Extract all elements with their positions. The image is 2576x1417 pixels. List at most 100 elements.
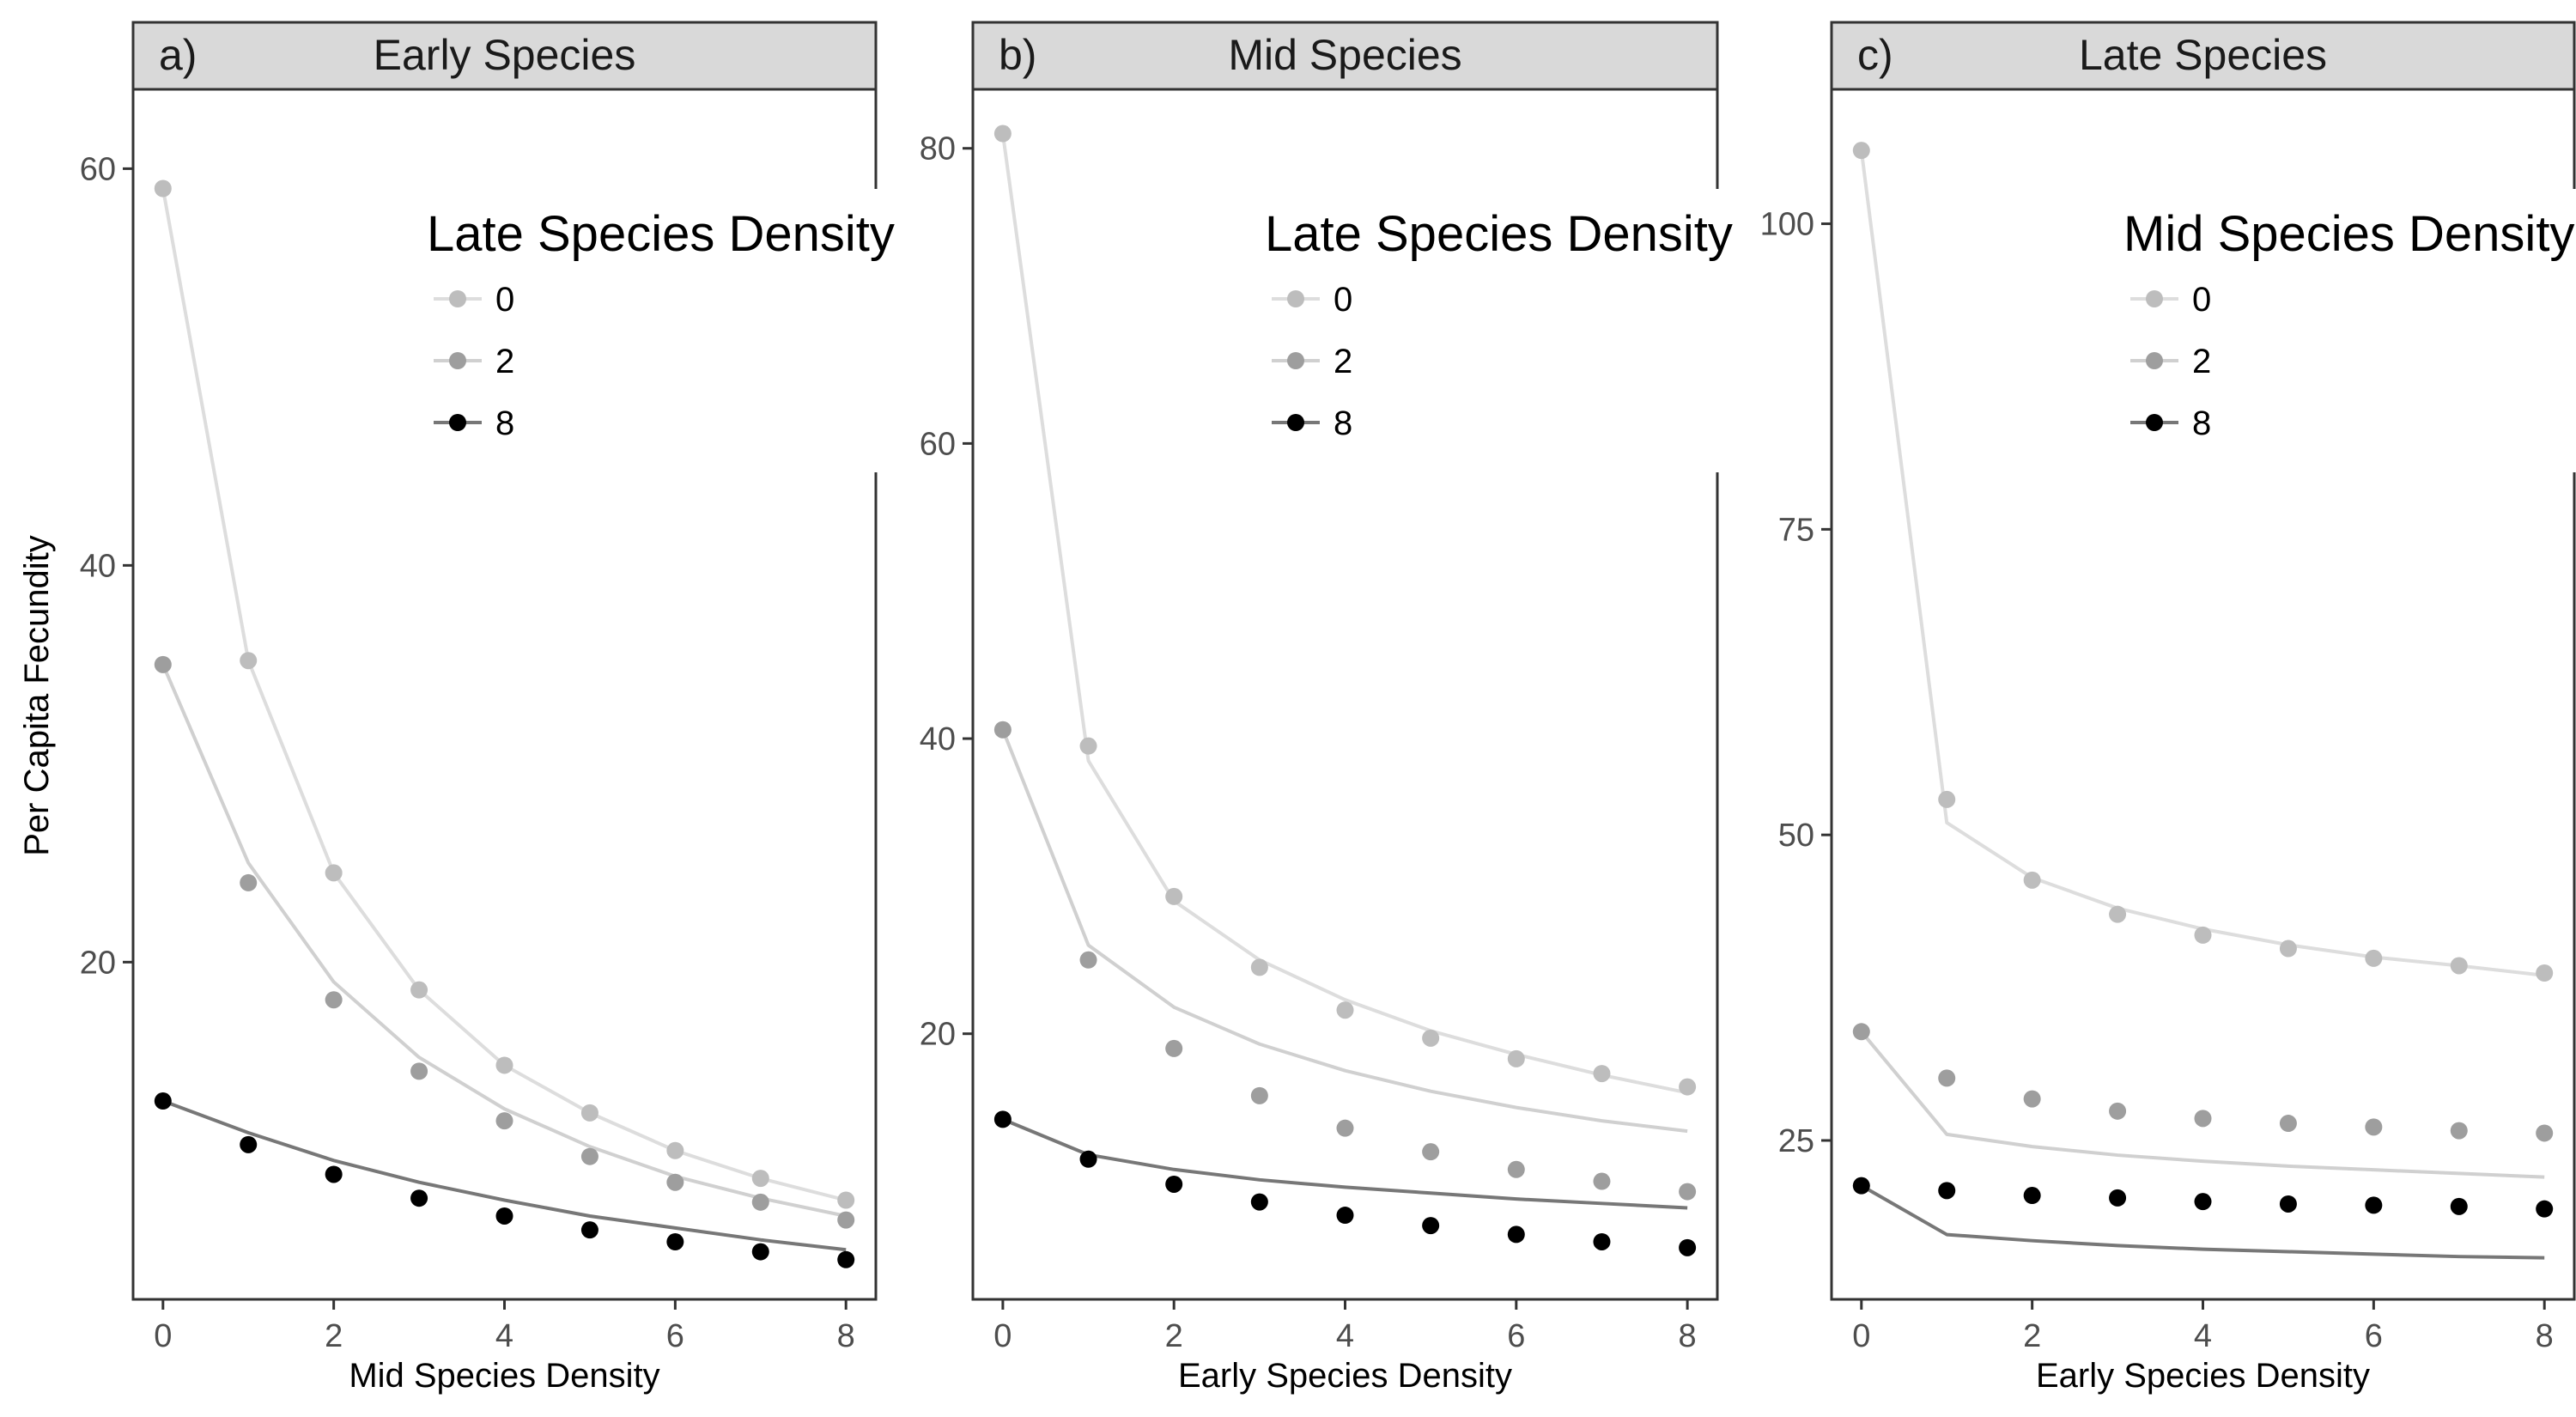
x-tick-label: 2	[1165, 1318, 1183, 1354]
data-point-series-0	[240, 652, 258, 670]
data-point-series-2	[2536, 1124, 2554, 1142]
data-point-series-0	[837, 1191, 855, 1209]
fit-line-series-0	[1000, 133, 1688, 1095]
legend-title: Late Species Density	[1265, 206, 1733, 262]
data-point-series-2	[2279, 1115, 2297, 1133]
data-point-series-8	[2109, 1189, 2127, 1207]
data-point-series-0	[1336, 1001, 1354, 1019]
x-tick-label: 8	[1679, 1318, 1697, 1354]
data-point-series-0	[1507, 1049, 1525, 1067]
fit-line-series-2	[1860, 1031, 2545, 1179]
x-tick-label: 0	[993, 1318, 1012, 1354]
panel-title: Mid Species	[1228, 31, 1461, 79]
legend-background	[2123, 189, 2576, 472]
data-point-series-8	[1852, 1177, 1870, 1195]
data-point-series-0	[580, 1104, 598, 1122]
legend-key-point	[449, 414, 466, 431]
data-point-series-0	[1250, 958, 1268, 976]
y-tick-label: 25	[1778, 1123, 1814, 1159]
data-point-series-0	[1079, 737, 1097, 755]
data-point-series-8	[580, 1221, 598, 1239]
legend-key-point	[1287, 414, 1304, 431]
data-point-series-0	[751, 1170, 769, 1188]
data-point-series-8	[1079, 1150, 1097, 1168]
data-point-series-0	[2194, 926, 2212, 944]
x-axis-title: Early Species Density	[2036, 1357, 2370, 1395]
legend-label: 8	[495, 404, 514, 442]
y-tick-label: 50	[1778, 818, 1814, 854]
legend-key-point	[449, 290, 466, 307]
y-tick-label: 20	[920, 1017, 956, 1053]
data-point-series-8	[1165, 1175, 1183, 1193]
data-point-series-2	[2450, 1122, 2468, 1140]
fit-line-series-2	[1001, 729, 1688, 1134]
data-point-series-2	[1422, 1143, 1440, 1161]
data-point-series-0	[1679, 1078, 1697, 1096]
legend: Late Species Density 0 2 8	[1265, 189, 1735, 472]
data-point-series-2	[666, 1173, 684, 1191]
data-point-series-0	[410, 981, 428, 999]
data-point-series-2	[993, 721, 1012, 739]
x-tick-label: 8	[2536, 1318, 2554, 1354]
data-point-series-8	[1679, 1238, 1697, 1256]
x-tick-label: 0	[1852, 1318, 1870, 1354]
data-point-series-0	[2279, 940, 2297, 958]
y-tick-label: 20	[80, 945, 116, 981]
data-point-series-8	[1938, 1182, 1956, 1200]
panel-title: Late Species	[2079, 31, 2327, 79]
x-axis-title: Mid Species Density	[349, 1357, 659, 1395]
data-point-series-0	[1593, 1065, 1611, 1083]
y-tick-label: 40	[80, 548, 116, 584]
x-tick-label: 2	[325, 1318, 343, 1354]
data-point-series-2	[325, 991, 343, 1009]
legend-label: 0	[1334, 281, 1352, 319]
legend-label: 2	[495, 343, 514, 380]
data-point-series-0	[666, 1141, 684, 1159]
legend-label: 8	[1334, 404, 1352, 442]
panel-tag: c)	[1857, 31, 1893, 79]
data-point-series-2	[410, 1062, 428, 1080]
x-tick-label: 0	[154, 1318, 172, 1354]
x-tick-label: 4	[2194, 1318, 2212, 1354]
data-point-series-8	[1507, 1225, 1525, 1244]
data-point-series-0	[2365, 949, 2383, 967]
legend-background	[427, 189, 893, 472]
data-point-series-8	[2365, 1196, 2383, 1214]
data-point-series-8	[154, 1092, 172, 1110]
data-point-series-2	[2365, 1118, 2383, 1136]
data-point-series-2	[2023, 1090, 2041, 1108]
fit-line-series-8	[1002, 1117, 1688, 1210]
legend: Mid Species Density 0 2 8	[2123, 189, 2576, 472]
x-tick-label: 6	[2365, 1318, 2383, 1354]
data-point-series-2	[2194, 1110, 2212, 1128]
x-tick-label: 4	[1336, 1318, 1354, 1354]
legend-label: 2	[1334, 343, 1352, 380]
legend-label: 8	[2192, 404, 2211, 442]
data-point-series-8	[1336, 1207, 1354, 1225]
data-point-series-8	[2450, 1197, 2468, 1215]
panel-3: c) Late Species 25 50 75 100 0 2 4 6 8 Early Specie…	[1760, 21, 2576, 1395]
data-point-series-0	[2023, 871, 2041, 889]
data-point-series-0	[154, 179, 172, 198]
data-point-series-8	[2023, 1187, 2041, 1205]
data-point-series-2	[1336, 1119, 1354, 1137]
fit-line-series-2	[161, 664, 847, 1218]
legend-label: 0	[2192, 281, 2211, 319]
legend-label: 0	[495, 281, 514, 319]
data-point-series-8	[495, 1207, 513, 1225]
fit-line-series-8	[1860, 1183, 2545, 1260]
x-tick-label: 4	[495, 1318, 513, 1354]
y-tick-label: 40	[920, 721, 956, 757]
y-tick-label: 75	[1778, 512, 1814, 548]
data-point-series-8	[2194, 1193, 2212, 1211]
x-tick-label: 8	[837, 1318, 855, 1354]
data-point-series-2	[1250, 1086, 1268, 1104]
data-point-series-2	[751, 1193, 769, 1211]
data-point-series-2	[240, 873, 258, 891]
y-axis-title: Per Capita Fecundity	[18, 535, 56, 856]
y-tick-label: 60	[920, 426, 956, 462]
data-point-series-0	[1852, 142, 1870, 160]
